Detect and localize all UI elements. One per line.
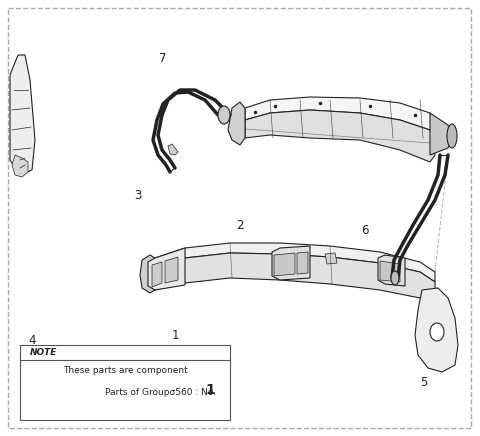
PathPatch shape (10, 55, 35, 175)
Ellipse shape (447, 124, 457, 148)
PathPatch shape (325, 253, 337, 264)
Text: 1: 1 (205, 383, 215, 397)
Ellipse shape (218, 106, 230, 124)
PathPatch shape (155, 253, 435, 305)
PathPatch shape (165, 257, 178, 283)
PathPatch shape (152, 262, 162, 287)
PathPatch shape (430, 113, 452, 155)
Text: These parts are component: These parts are component (62, 365, 187, 375)
PathPatch shape (168, 144, 178, 155)
Ellipse shape (391, 271, 399, 285)
PathPatch shape (148, 248, 185, 290)
PathPatch shape (12, 155, 28, 177)
PathPatch shape (155, 243, 435, 282)
Ellipse shape (430, 323, 444, 341)
Text: Parts of Groupσ560 : No.: Parts of Groupσ560 : No. (105, 388, 216, 396)
Text: 3: 3 (134, 188, 142, 201)
Text: 2: 2 (236, 218, 244, 232)
Text: 1: 1 (171, 328, 179, 341)
PathPatch shape (245, 97, 435, 130)
PathPatch shape (415, 288, 458, 372)
Text: 4: 4 (28, 334, 36, 347)
PathPatch shape (272, 246, 310, 280)
PathPatch shape (380, 261, 400, 282)
Text: 7: 7 (159, 51, 167, 65)
Bar (20, 345, 230, 420)
PathPatch shape (140, 255, 155, 293)
PathPatch shape (378, 255, 405, 286)
Text: NOTE: NOTE (30, 348, 58, 357)
Text: 6: 6 (361, 224, 369, 236)
PathPatch shape (297, 252, 308, 274)
PathPatch shape (228, 102, 245, 145)
PathPatch shape (245, 110, 435, 162)
PathPatch shape (274, 253, 295, 276)
Text: 5: 5 (420, 375, 428, 388)
